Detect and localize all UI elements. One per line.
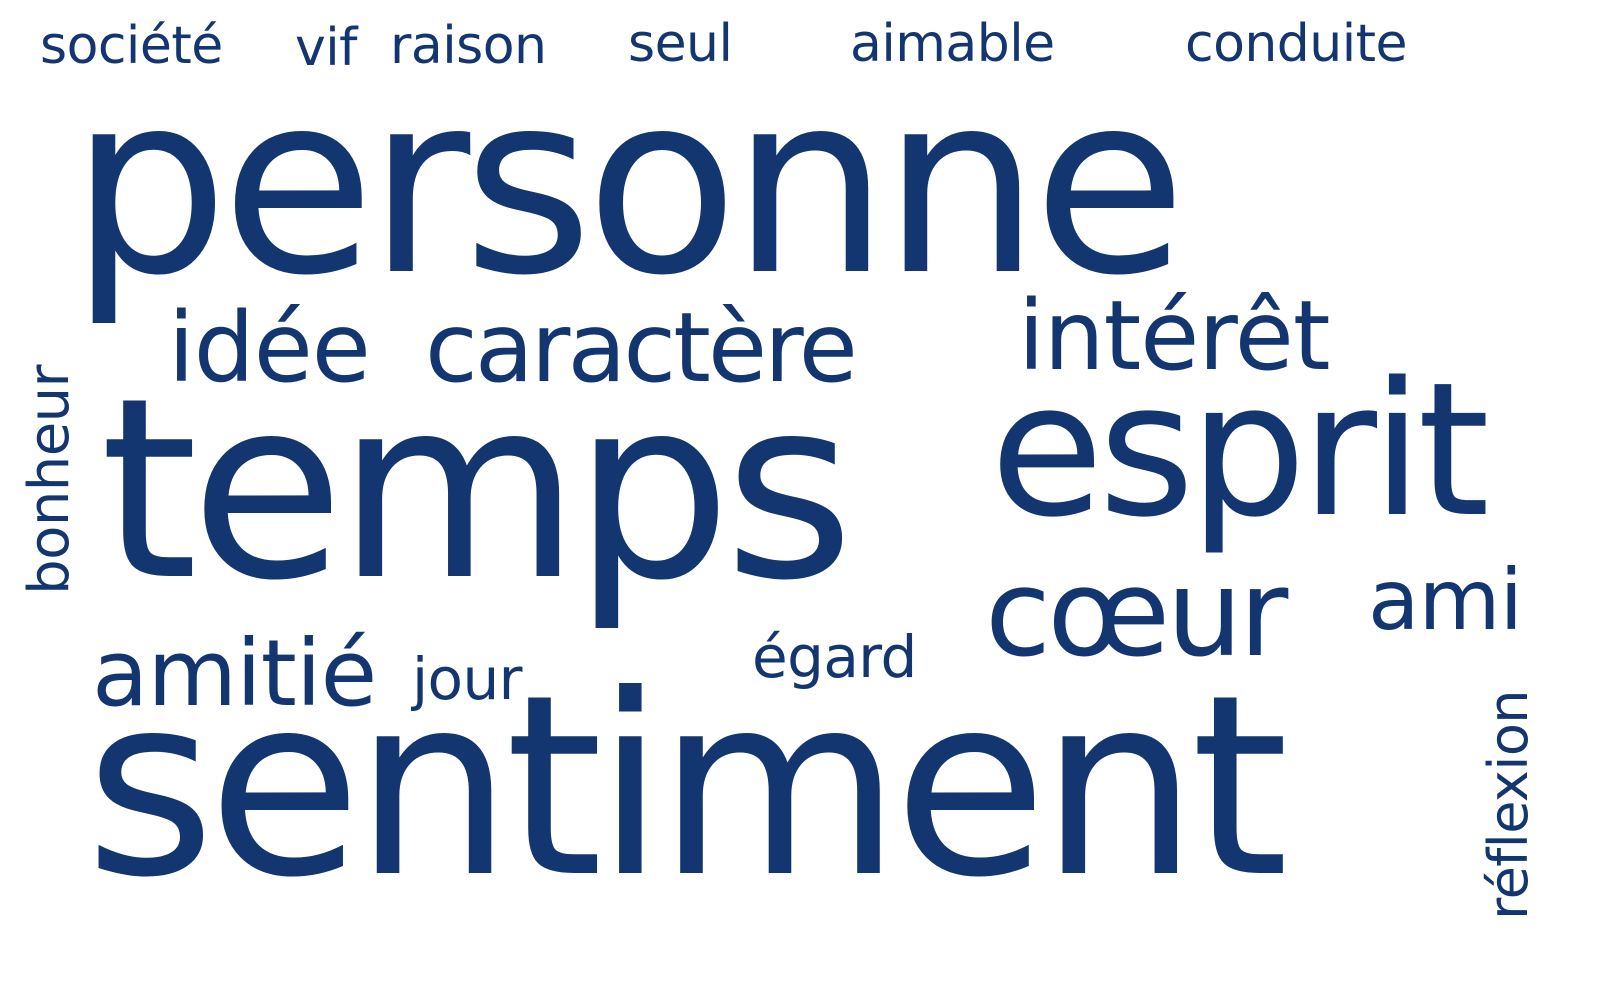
word-seul: seul <box>628 14 733 74</box>
word-coeur: cœur <box>985 545 1288 684</box>
word-ami: ami <box>1368 551 1523 649</box>
word-raison: raison <box>390 16 547 76</box>
word-temps: temps <box>100 344 854 635</box>
word-jour: jour <box>412 645 522 713</box>
word-personne: personne <box>70 39 1187 330</box>
word-vif: vif <box>295 18 357 78</box>
word-esprit: esprit <box>990 342 1490 558</box>
word-aimable: aimable <box>850 14 1055 74</box>
word-interet: intérêt <box>1018 280 1331 392</box>
word-sentiment: sentiment <box>85 641 1289 932</box>
word-amitie: amitié <box>92 620 377 727</box>
word-egard: égard <box>752 623 917 691</box>
word-bonheur: bonheur <box>17 365 82 595</box>
word-societe: société <box>40 16 223 76</box>
word-idee: idée <box>168 292 371 404</box>
word-conduite: conduite <box>1185 14 1408 74</box>
word-reflexion: réflexion <box>1477 690 1540 920</box>
word-caractere: caractère <box>425 292 858 404</box>
